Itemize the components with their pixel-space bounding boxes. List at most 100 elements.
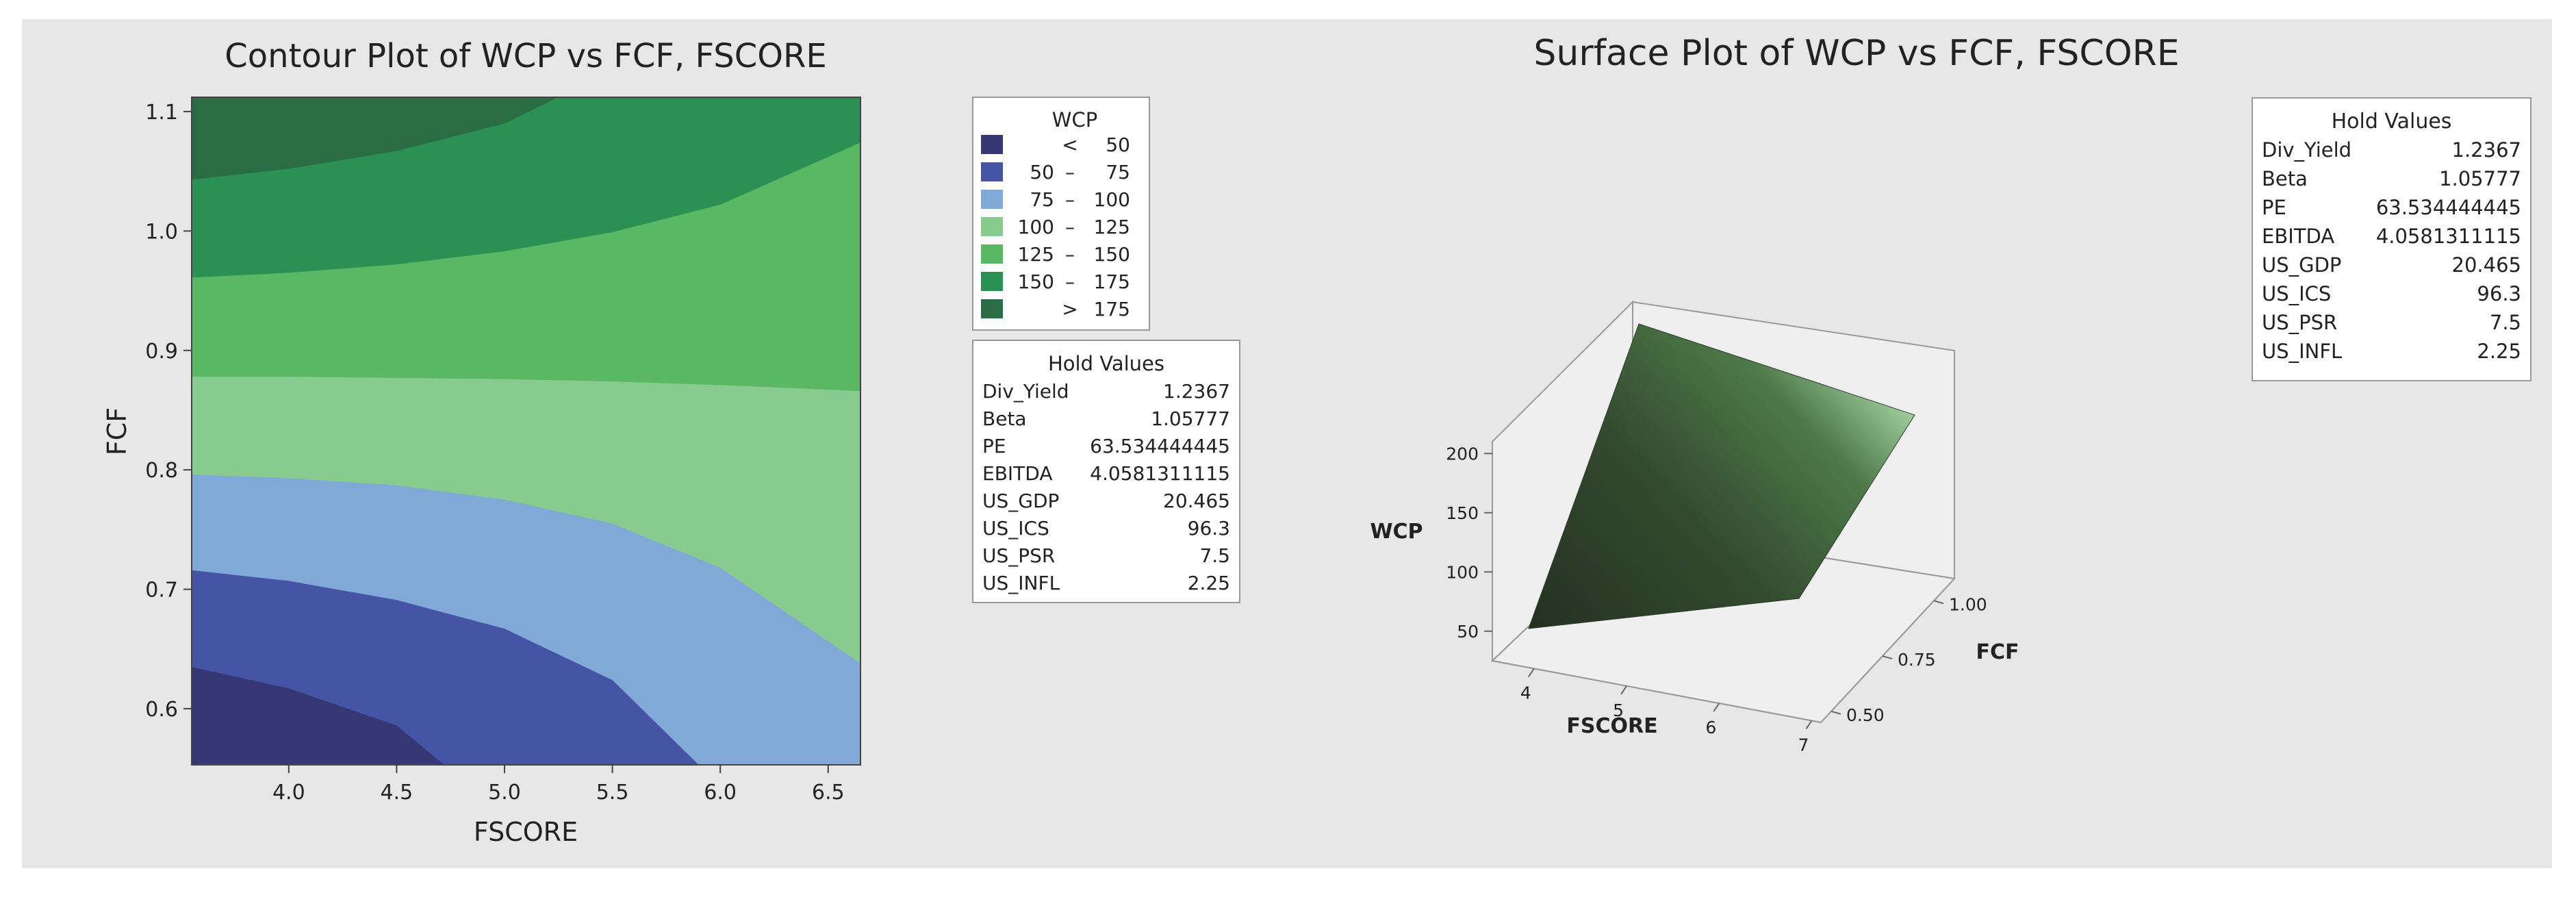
- hold-values-value: 1.05777: [2439, 167, 2521, 190]
- wcp-legend-high: 150: [1094, 243, 1130, 266]
- hold-values-name: PE: [2262, 196, 2286, 219]
- contour-x-label: FSCORE: [474, 817, 578, 847]
- hold-values-name: US_PSR: [982, 544, 1055, 567]
- wcp-legend-low: 50: [1030, 161, 1054, 184]
- hold-values-name: US_ICS: [2262, 282, 2331, 305]
- hold-values-value: 7.5: [2490, 311, 2521, 334]
- wcp-legend-separator: –: [1065, 188, 1075, 211]
- wcp-legend-swatch: [981, 190, 1003, 209]
- hold-values-name: US_INFL: [2262, 340, 2342, 363]
- surface-x-label: FSCORE: [1566, 714, 1657, 738]
- wcp-legend-swatch: [981, 272, 1003, 291]
- wcp-legend-high: 175: [1094, 270, 1130, 293]
- wcp-legend-separator: <: [1062, 134, 1077, 156]
- surface-z-label: WCP: [1370, 520, 1423, 544]
- hold-values-title: Hold Values: [2332, 110, 2452, 134]
- surface-fscore-tick-mark: [1805, 720, 1813, 730]
- wcp-legend-high: 125: [1094, 216, 1130, 238]
- contour-band-below-50: [192, 666, 444, 765]
- hold-values-box: [972, 340, 1240, 603]
- wcp-legend-high: 50: [1106, 134, 1130, 156]
- contour-y-tick-label: 1.0: [145, 220, 178, 244]
- hold-values-value: 20.465: [1163, 490, 1230, 512]
- wcp-legend: WCP <5050–7575–100100–125125–150150–175>…: [972, 97, 1150, 331]
- surface-front-edge-x: [1492, 660, 1822, 723]
- wcp-legend-low: 125: [1018, 243, 1054, 266]
- hold-values-name: Div_Yield: [2262, 138, 2351, 162]
- surface-fcf-axis: 0.50 0.75 1.00: [1831, 594, 1987, 725]
- hold-values-table-left: Hold Values Div_Yield 1.2367 Beta 1.05777 PE 6…: [972, 340, 1240, 603]
- hold-values-value: 2.25: [2477, 340, 2521, 363]
- contour-y-tick-label: 1.1: [145, 101, 178, 125]
- contour-title: Contour Plot of WCP vs FCF, FSCORE: [225, 37, 826, 75]
- hold-values-value: 63.534444445: [2376, 196, 2521, 219]
- wcp-legend-box: [972, 97, 1150, 331]
- surface-z-tick-label: 100: [1446, 562, 1479, 582]
- surface-panel: Surface Plot of WCP vs FCF, FSCORE 50 100…: [1370, 33, 2532, 755]
- surface-fcf-tick-label: 1.00: [1949, 594, 1987, 614]
- hold-values-value: 1.2367: [1163, 380, 1230, 403]
- hold-values-name: Beta: [2262, 167, 2308, 190]
- contour-y-tick-label: 0.9: [145, 340, 178, 364]
- hold-values-table-right: Hold Values Div_Yield 1.2367 Beta 1.05777 PE 6…: [2252, 97, 2532, 381]
- hold-values-value: 2.25: [1188, 572, 1230, 594]
- surface-z-axis: 50 100 150 200: [1446, 444, 1492, 642]
- contour-x-tick-label: 5.0: [488, 781, 521, 805]
- contour-y-axis: 0.6 0.7 0.8 0.9 1.0 1.1: [145, 101, 192, 722]
- hold-values-value: 1.05777: [1151, 407, 1230, 430]
- hold-values-name: US_GDP: [2262, 253, 2341, 277]
- contour-x-axis: 4.0 4.5 5.0 5.5 6.0 6.5: [272, 765, 845, 805]
- surface-fscore-tick-label: 6: [1705, 718, 1716, 737]
- contour-bands: [192, 97, 860, 765]
- surface-fscore-tick-label: 5: [1613, 700, 1624, 720]
- hold-values-value: 96.3: [1188, 517, 1230, 540]
- hold-values-value: 4.0581311115: [1090, 462, 1230, 485]
- wcp-legend-title: WCP: [1052, 108, 1097, 131]
- hold-values-value: 96.3: [2477, 282, 2521, 305]
- hold-values-name: US_GDP: [982, 490, 1059, 512]
- hold-values-name: US_ICS: [982, 517, 1049, 540]
- contour-x-tick-label: 4.5: [381, 781, 413, 805]
- wcp-legend-high: 175: [1094, 298, 1130, 320]
- hold-values-value: 7.5: [1199, 544, 1230, 567]
- surface-title: Surface Plot of WCP vs FCF, FSCORE: [1533, 33, 2179, 74]
- hold-values-name: US_INFL: [982, 572, 1060, 594]
- wcp-legend-swatch: [981, 162, 1003, 181]
- hold-values-name: EBITDA: [982, 462, 1052, 485]
- wcp-legend-high: 100: [1094, 188, 1130, 211]
- surface-z-tick-label: 200: [1446, 444, 1479, 464]
- contour-plot-frame: [191, 97, 861, 766]
- surface-fscore-tick-mark: [1528, 668, 1535, 677]
- surface-plane: [1528, 323, 1915, 629]
- contour-x-tick-label: 6.5: [812, 781, 845, 805]
- surface-fcf-tick-mark: [1882, 655, 1893, 660]
- contour-x-tick-label: 4.0: [272, 781, 305, 805]
- contour-y-tick-label: 0.7: [145, 579, 178, 603]
- surface-fcf-tick-label: 0.75: [1898, 650, 1936, 670]
- hold-values-name: US_PSR: [2262, 311, 2337, 334]
- hold-values-name: PE: [982, 435, 1006, 457]
- wcp-legend-swatch: [981, 217, 1003, 236]
- wcp-legend-swatch: [981, 244, 1003, 264]
- wcp-legend-separator: –: [1065, 216, 1075, 238]
- wcp-legend-separator: –: [1065, 243, 1075, 266]
- surface-fcf-tick-mark: [1831, 710, 1841, 715]
- hold-values-name: Beta: [982, 407, 1027, 430]
- surface-front-edge-y: [1820, 578, 1955, 723]
- wcp-legend-separator: –: [1065, 270, 1075, 293]
- contour-x-tick-label: 6.0: [704, 781, 737, 805]
- hold-values-value: 4.0581311115: [2376, 225, 2521, 248]
- surface-y-label: FCF: [1976, 640, 2019, 664]
- hold-values-value: 1.2367: [2452, 138, 2521, 162]
- wcp-legend-separator: –: [1065, 161, 1075, 184]
- contour-panel: Contour Plot of WCP vs FCF, FSCORE 4.0 4.…: [102, 37, 1240, 847]
- wcp-legend-low: 150: [1018, 270, 1054, 293]
- hold-values-name: Div_Yield: [982, 380, 1069, 403]
- hold-values-value: 63.534444445: [1090, 435, 1230, 457]
- wcp-legend-separator: >: [1062, 298, 1077, 320]
- wcp-legend-high: 75: [1106, 161, 1130, 184]
- surface-z-tick-label: 150: [1446, 503, 1479, 523]
- contour-x-tick-label: 5.5: [596, 781, 629, 805]
